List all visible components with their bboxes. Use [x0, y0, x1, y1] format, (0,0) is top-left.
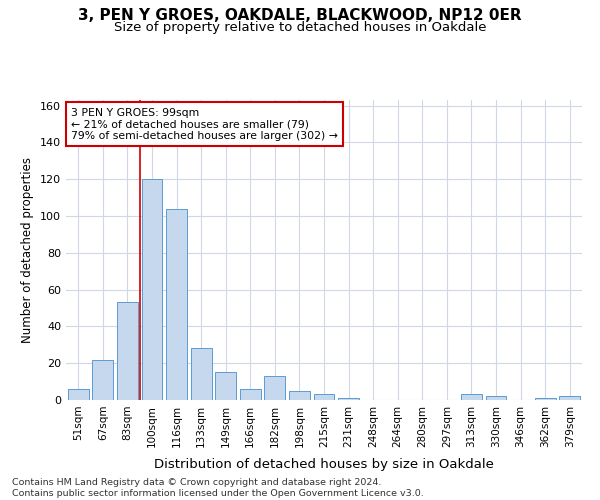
Bar — [240, 389, 261, 400]
Bar — [191, 348, 212, 400]
Bar — [559, 396, 580, 400]
Bar — [535, 398, 556, 400]
Text: 3 PEN Y GROES: 99sqm
← 21% of detached houses are smaller (79)
79% of semi-detac: 3 PEN Y GROES: 99sqm ← 21% of detached h… — [71, 108, 338, 140]
Bar — [68, 389, 89, 400]
Bar — [92, 360, 113, 400]
Text: Contains HM Land Registry data © Crown copyright and database right 2024.
Contai: Contains HM Land Registry data © Crown c… — [12, 478, 424, 498]
Bar — [142, 179, 163, 400]
Text: Size of property relative to detached houses in Oakdale: Size of property relative to detached ho… — [114, 21, 486, 34]
Text: 3, PEN Y GROES, OAKDALE, BLACKWOOD, NP12 0ER: 3, PEN Y GROES, OAKDALE, BLACKWOOD, NP12… — [78, 8, 522, 22]
Bar — [485, 396, 506, 400]
Bar — [166, 208, 187, 400]
Bar — [265, 376, 286, 400]
Y-axis label: Number of detached properties: Number of detached properties — [22, 157, 34, 343]
Bar — [461, 394, 482, 400]
Bar — [314, 394, 334, 400]
Bar — [289, 391, 310, 400]
Bar — [117, 302, 138, 400]
Bar — [338, 398, 359, 400]
Bar — [215, 372, 236, 400]
X-axis label: Distribution of detached houses by size in Oakdale: Distribution of detached houses by size … — [154, 458, 494, 471]
